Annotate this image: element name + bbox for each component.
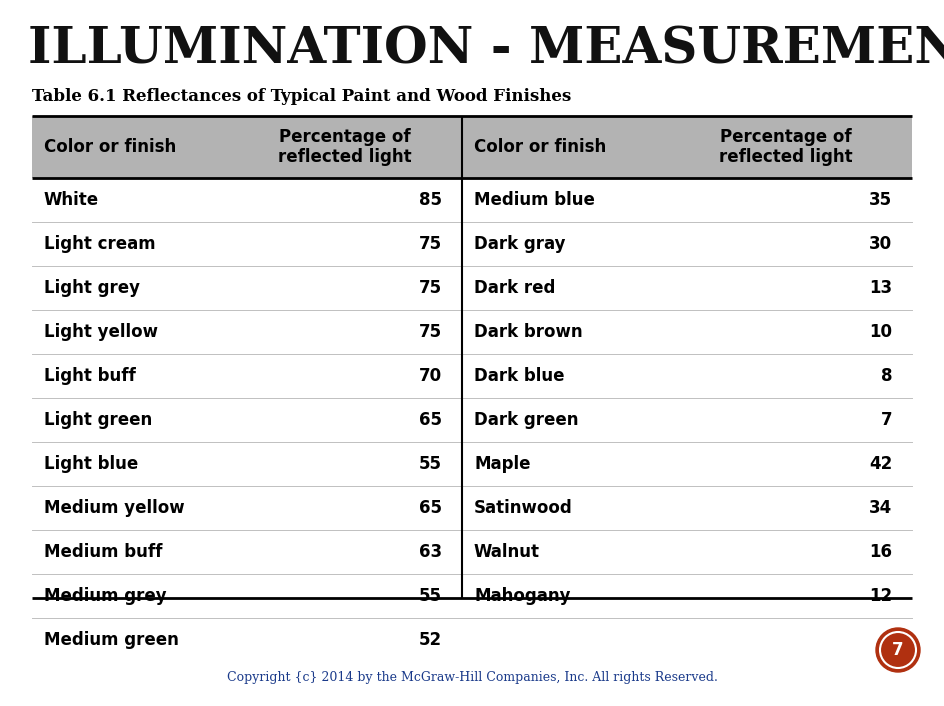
Text: Satinwood: Satinwood <box>474 499 573 517</box>
Text: 75: 75 <box>419 323 442 341</box>
Text: White: White <box>44 191 99 209</box>
Text: Light blue: Light blue <box>44 455 138 473</box>
Text: 52: 52 <box>419 631 442 649</box>
Text: 8: 8 <box>881 367 892 385</box>
Text: Percentage of
reflected light: Percentage of reflected light <box>278 128 412 167</box>
Text: 65: 65 <box>419 411 442 429</box>
Text: Medium green: Medium green <box>44 631 178 649</box>
Text: 55: 55 <box>419 587 442 605</box>
Text: 63: 63 <box>419 543 442 561</box>
Circle shape <box>876 628 920 672</box>
Text: Medium yellow: Medium yellow <box>44 499 185 517</box>
Text: 7: 7 <box>892 641 903 659</box>
Text: Medium grey: Medium grey <box>44 587 167 605</box>
Text: 13: 13 <box>868 279 892 297</box>
Text: Walnut: Walnut <box>474 543 540 561</box>
Text: Light grey: Light grey <box>44 279 140 297</box>
Text: 16: 16 <box>869 543 892 561</box>
Text: Dark blue: Dark blue <box>474 367 565 385</box>
Text: 75: 75 <box>419 235 442 253</box>
Text: 75: 75 <box>419 279 442 297</box>
Text: Light cream: Light cream <box>44 235 156 253</box>
Text: 85: 85 <box>419 191 442 209</box>
Text: Mahogany: Mahogany <box>474 587 570 605</box>
Text: 70: 70 <box>419 367 442 385</box>
Text: 42: 42 <box>868 455 892 473</box>
Text: 65: 65 <box>419 499 442 517</box>
Text: Dark green: Dark green <box>474 411 579 429</box>
Bar <box>32 116 912 178</box>
Text: Medium blue: Medium blue <box>474 191 595 209</box>
Text: 34: 34 <box>868 499 892 517</box>
Text: Light buff: Light buff <box>44 367 136 385</box>
Text: Copyright {c} 2014 by the McGraw-Hill Companies, Inc. All rights Reserved.: Copyright {c} 2014 by the McGraw-Hill Co… <box>227 671 717 684</box>
Text: Medium buff: Medium buff <box>44 543 162 561</box>
Text: 55: 55 <box>419 455 442 473</box>
Text: Color or finish: Color or finish <box>474 138 606 156</box>
Text: 12: 12 <box>868 587 892 605</box>
Text: Table 6.1 Reflectances of Typical Paint and Wood Finishes: Table 6.1 Reflectances of Typical Paint … <box>32 88 571 105</box>
Text: ILLUMINATION - MEASUREMENT OF LIGHT: ILLUMINATION - MEASUREMENT OF LIGHT <box>28 26 944 75</box>
Text: 10: 10 <box>869 323 892 341</box>
Text: Dark brown: Dark brown <box>474 323 582 341</box>
Text: Light green: Light green <box>44 411 152 429</box>
Text: 35: 35 <box>868 191 892 209</box>
Text: Dark gray: Dark gray <box>474 235 565 253</box>
Text: Maple: Maple <box>474 455 531 473</box>
Text: Percentage of
reflected light: Percentage of reflected light <box>719 128 852 167</box>
Text: 7: 7 <box>881 411 892 429</box>
Text: Dark red: Dark red <box>474 279 555 297</box>
Text: Color or finish: Color or finish <box>44 138 177 156</box>
Text: 30: 30 <box>868 235 892 253</box>
Text: Light yellow: Light yellow <box>44 323 158 341</box>
